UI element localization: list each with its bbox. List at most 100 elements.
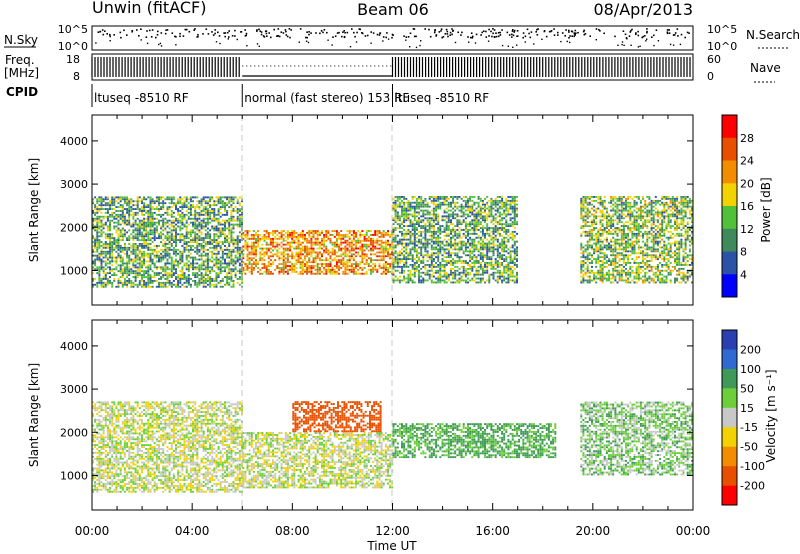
heatmap-cell <box>238 246 241 249</box>
heatmap-cell <box>437 240 440 243</box>
heatmap-cell <box>230 278 233 280</box>
heatmap-cell <box>147 237 150 240</box>
heatmap-cell <box>96 200 99 203</box>
nsky-dot <box>440 28 443 30</box>
heatmap-cell <box>119 281 122 284</box>
heatmap-cell <box>224 268 226 271</box>
heatmap-cell <box>132 276 135 278</box>
heatmap-cell <box>119 239 122 241</box>
heatmap-cell <box>458 250 461 253</box>
heatmap-cell <box>172 268 175 271</box>
heatmap-cell <box>325 245 328 248</box>
nsky-dot <box>224 35 226 38</box>
heatmap-cell <box>331 253 334 256</box>
heatmap-cell <box>396 213 399 216</box>
heatmap-cell <box>98 243 101 245</box>
nsky-dot <box>155 36 157 39</box>
heatmap-cell <box>432 217 435 220</box>
heatmap-cell <box>420 199 423 202</box>
heatmap-cell <box>170 272 173 275</box>
heatmap-cell <box>134 272 137 275</box>
heatmap-cell <box>278 243 281 246</box>
heatmap-cell <box>192 256 194 259</box>
heatmap-cell <box>387 243 389 246</box>
heatmap-cell <box>228 248 231 251</box>
heatmap-cell <box>149 225 152 228</box>
heatmap-cell <box>128 208 131 210</box>
heatmap-cell <box>226 256 229 259</box>
heatmap-cell <box>226 227 229 230</box>
heatmap-cell <box>355 234 358 236</box>
heatmap-cell <box>252 263 255 265</box>
heatmap-cell <box>111 274 114 276</box>
heatmap-cell <box>102 246 105 249</box>
heatmap-cell <box>413 240 416 243</box>
heatmap-cell <box>407 269 410 272</box>
heatmap-cell <box>452 211 455 214</box>
heatmap-cell <box>217 210 220 212</box>
heatmap-cell <box>475 260 478 262</box>
heatmap-cell <box>149 229 152 232</box>
heatmap-cell <box>314 241 317 244</box>
nsky-dot <box>655 29 658 31</box>
heatmap-cell <box>435 203 438 206</box>
heatmap-cell <box>242 261 245 264</box>
heatmap-cell <box>462 232 465 235</box>
heatmap-cell <box>230 219 233 222</box>
heatmap-cell <box>194 215 197 218</box>
nsky-dot <box>259 30 262 32</box>
heatmap-cell <box>238 258 241 261</box>
heatmap-cell <box>458 246 461 249</box>
heatmap-cell <box>194 268 197 271</box>
heatmap-cell <box>278 232 281 234</box>
heatmap-cell <box>389 235 392 238</box>
heatmap-cell <box>318 270 321 273</box>
nsky-dot <box>628 35 631 37</box>
heatmap-cell <box>346 263 349 265</box>
heatmap-cell <box>391 261 394 264</box>
heatmap-cell <box>396 227 399 229</box>
heatmap-cell <box>291 239 294 242</box>
heatmap-cell <box>363 237 366 240</box>
heatmap-cell <box>363 272 366 275</box>
heatmap-cell <box>151 250 154 253</box>
nsky-dot <box>454 41 457 44</box>
nsky-dot <box>653 34 655 37</box>
heatmap-cell <box>121 217 124 220</box>
heatmap-cell <box>236 252 239 255</box>
heatmap-cell <box>185 268 188 271</box>
heatmap-cell <box>374 265 377 267</box>
heatmap-cell <box>202 278 205 280</box>
heatmap-cell <box>143 204 146 207</box>
heatmap-cell <box>365 263 368 265</box>
heatmap-cell <box>481 246 484 249</box>
heatmap-cell <box>367 268 370 271</box>
heatmap-cell <box>172 235 175 238</box>
nsky-dot <box>196 36 198 38</box>
nsky-dot <box>537 28 539 30</box>
heatmap-cell <box>232 202 235 205</box>
nsky-dot <box>405 36 408 38</box>
heatmap-cell <box>456 256 459 259</box>
heatmap-cell <box>192 204 194 207</box>
heatmap-cell <box>217 262 220 265</box>
nsky-dot <box>278 35 281 38</box>
heatmap-cell <box>145 260 148 263</box>
heatmap-cell <box>426 254 429 257</box>
heatmap-cell <box>394 227 397 229</box>
heatmap-cell <box>175 239 177 241</box>
heatmap-cell <box>196 237 199 240</box>
heatmap-cell <box>92 235 94 238</box>
heatmap-cell <box>128 217 131 220</box>
heatmap-cell <box>452 197 455 200</box>
heatmap-cell <box>409 201 412 204</box>
heatmap-cell <box>340 253 343 256</box>
heatmap-cell <box>304 263 306 265</box>
heatmap-cell <box>143 196 146 199</box>
heatmap-cell <box>428 211 431 214</box>
heatmap-cell <box>261 243 264 246</box>
heatmap-cell <box>335 263 338 265</box>
heatmap-cell <box>443 271 446 274</box>
heatmap-cell <box>301 237 304 240</box>
heatmap-cell <box>473 196 476 198</box>
